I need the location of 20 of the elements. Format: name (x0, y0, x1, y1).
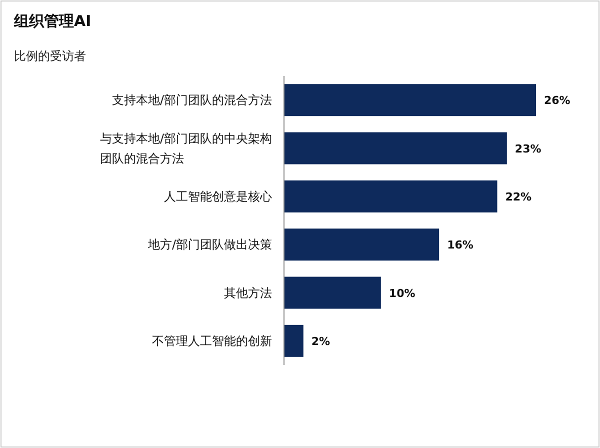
text: 组织管理AI (13, 12, 92, 30)
bar (284, 180, 498, 212)
data-label: 22% (505, 190, 532, 204)
bar (284, 228, 440, 261)
data-label: 16% (447, 238, 474, 252)
data-label: 10% (388, 286, 416, 300)
y-tick-label: 不管理人工智能的创新 (152, 334, 272, 348)
bar (284, 84, 536, 116)
data-label: 2% (311, 334, 330, 348)
data-label: 23% (514, 142, 542, 156)
y-tick-label: 支持本地/部门团队的混合方法 (112, 93, 272, 108)
y-tick-label: 地方/部门团队做出决策 (146, 238, 272, 252)
y-tick-label: 与支持本地/部门团队的中央架构团队的混合方法 (100, 131, 272, 166)
text: 比例的受访者 (14, 49, 86, 63)
bar (284, 132, 507, 164)
y-tick-label: 其他方法 (224, 286, 272, 300)
bar (284, 324, 304, 357)
bar (284, 276, 381, 309)
data-label: 26% (544, 94, 570, 108)
y-tick-label: 人工智能创意是核心 (164, 189, 272, 204)
